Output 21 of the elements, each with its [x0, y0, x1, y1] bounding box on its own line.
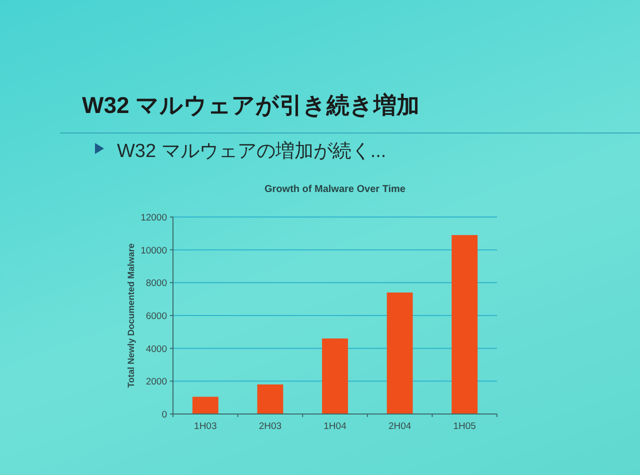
bar [452, 235, 478, 414]
chart-subtitle: W32 マルウェアの増加が続く... [117, 140, 386, 162]
bar [192, 396, 218, 414]
y-axis-title: Total Newly Documented Malware [126, 243, 136, 388]
x-tick-label: 2H04 [388, 421, 412, 432]
x-tick-label: 1H05 [453, 421, 476, 432]
x-tick-label: 1H04 [324, 421, 346, 432]
bar [386, 292, 413, 414]
x-tick-label: 1H03 [194, 421, 217, 432]
y-tick-label: 0 [162, 410, 167, 420]
y-tick-label: 4000 [146, 344, 167, 355]
x-tick-label: 2H03 [258, 421, 282, 432]
y-tick-label: 12000 [140, 212, 167, 224]
y-tick-label: 8000 [146, 278, 167, 290]
chart-title: W32 マルウェアが引き続き増加 [82, 92, 420, 118]
bar [322, 338, 348, 414]
y-tick-label: 2000 [146, 376, 167, 388]
text: Growth of Malware Over Time [264, 184, 406, 195]
y-tick-label: 10000 [140, 245, 167, 256]
y-tick-label: 6000 [146, 311, 167, 322]
bar [257, 384, 284, 414]
